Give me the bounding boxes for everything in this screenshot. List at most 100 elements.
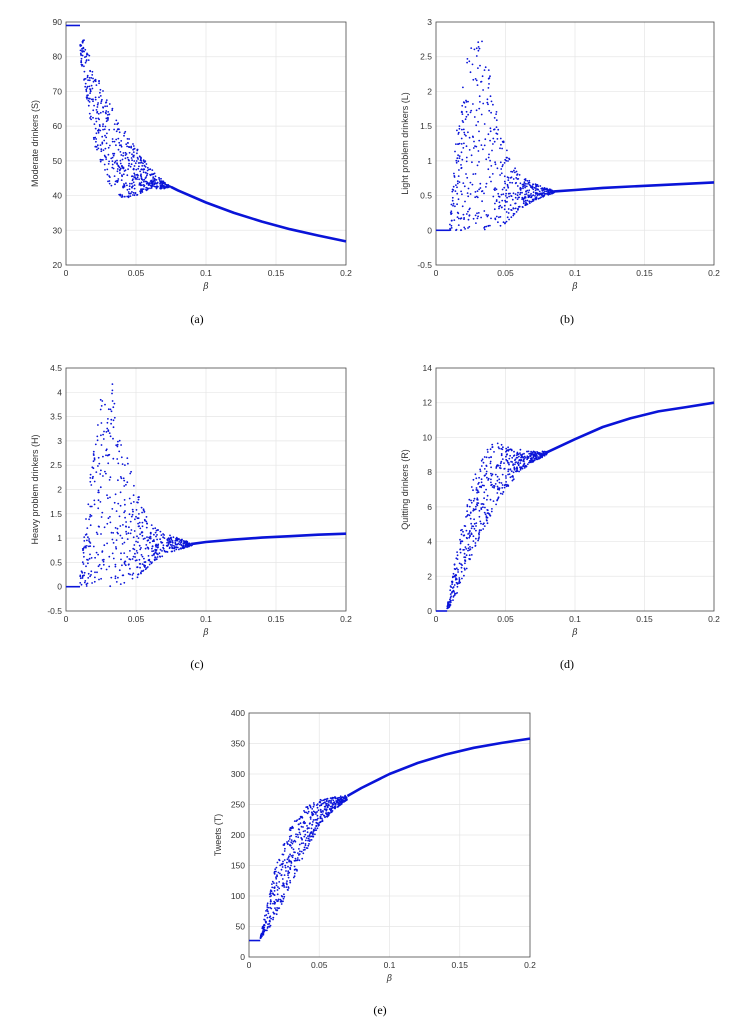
scatter-point: [456, 585, 459, 588]
scatter-point: [498, 487, 501, 490]
scatter-point: [466, 176, 469, 179]
scatter-point: [162, 544, 165, 547]
scatter-point: [478, 531, 481, 533]
scatter-point: [334, 804, 337, 806]
scatter-point: [107, 116, 109, 119]
scatter-point: [117, 462, 120, 465]
scatter-point: [306, 827, 309, 830]
scatter-point: [480, 503, 483, 505]
scatter-point: [283, 895, 286, 898]
scatter-point: [131, 175, 134, 178]
scatter-point: [118, 128, 120, 131]
scatter-point: [123, 132, 126, 135]
scatter-point: [468, 225, 471, 228]
scatter-point: [457, 154, 459, 157]
scatter-point: [318, 804, 321, 807]
scatter-point: [527, 450, 530, 453]
scatter-point: [312, 835, 315, 838]
scatter-point: [85, 518, 87, 520]
scatter-point: [546, 193, 549, 195]
scatter-point: [286, 842, 289, 845]
scatter-point: [298, 853, 301, 856]
scatter-point: [458, 142, 461, 145]
scatter-point: [84, 78, 87, 80]
scatter-point: [286, 841, 288, 843]
scatter-point: [152, 182, 154, 185]
scatter-point: [143, 164, 146, 167]
scatter-point: [111, 400, 114, 402]
scatter-point: [515, 211, 518, 213]
scatter-point: [292, 827, 294, 829]
scatter-point: [504, 222, 507, 224]
scatter-point: [454, 592, 457, 595]
scatter-point: [129, 558, 132, 561]
scatter-point: [80, 583, 83, 586]
scatter-point: [487, 225, 490, 227]
scatter-point: [139, 162, 142, 164]
scatter-point: [136, 501, 139, 504]
scatter-point: [144, 166, 147, 168]
scatter-point: [474, 542, 477, 544]
scatter-point: [519, 462, 522, 464]
scatter-point: [485, 214, 488, 216]
x-tick-label: 0.05: [128, 268, 145, 278]
scatter-point: [113, 140, 116, 143]
scatter-point: [97, 456, 100, 459]
scatter-point: [324, 805, 327, 808]
scatter-point: [501, 147, 503, 150]
scatter-point: [139, 533, 142, 536]
scatter-point: [481, 484, 484, 487]
x-tick-label: 0.1: [200, 268, 212, 278]
scatter-point: [102, 125, 104, 128]
scatter-point: [148, 563, 151, 566]
scatter-point: [180, 539, 182, 542]
scatter-point: [483, 491, 486, 494]
stable-branch-line: [346, 737, 531, 798]
scatter-point: [119, 583, 122, 585]
scatter-point: [510, 195, 512, 197]
scatter-point: [123, 511, 125, 514]
scatter-point: [155, 543, 158, 546]
scatter-point: [511, 181, 514, 184]
scatter-point: [267, 912, 270, 915]
y-tick-label: -0.5: [47, 606, 62, 616]
scatter-point: [94, 98, 97, 101]
y-tick-label: 90: [53, 17, 63, 27]
scatter-point: [281, 853, 284, 856]
scatter-point: [132, 501, 135, 503]
scatter-point: [183, 547, 186, 549]
scatter-point: [143, 178, 146, 181]
scatter-point: [527, 181, 530, 184]
scatter-point: [451, 199, 454, 202]
scatter-point: [293, 820, 296, 822]
scatter-point: [292, 840, 295, 843]
scatter-point: [476, 491, 478, 494]
scatter-point: [148, 558, 151, 561]
scatter-point: [485, 158, 488, 161]
scatter-point: [487, 133, 490, 136]
scatter-point: [154, 181, 156, 183]
scatter-point: [483, 228, 486, 231]
scatter-point: [140, 531, 143, 534]
scatter-point: [468, 498, 471, 501]
scatter-point: [325, 809, 328, 811]
scatter-point: [524, 196, 527, 198]
scatter-point: [453, 584, 456, 586]
scatter-point: [517, 178, 520, 180]
scatter-point: [94, 576, 96, 579]
scatter-point: [338, 799, 341, 801]
scatter-point: [490, 165, 493, 167]
scatter-point: [309, 822, 311, 825]
scatter-point: [518, 459, 521, 462]
scatter-point: [99, 398, 102, 401]
scatter-point: [127, 462, 129, 465]
scatter-point: [538, 193, 541, 196]
scatter-point: [456, 129, 458, 132]
scatter-point: [494, 187, 496, 190]
scatter-point: [304, 844, 307, 847]
scatter-point: [143, 168, 146, 171]
scatter-point: [273, 902, 276, 904]
scatter-point: [111, 389, 114, 392]
scatter-point: [465, 516, 467, 518]
scatter-point: [461, 111, 463, 113]
